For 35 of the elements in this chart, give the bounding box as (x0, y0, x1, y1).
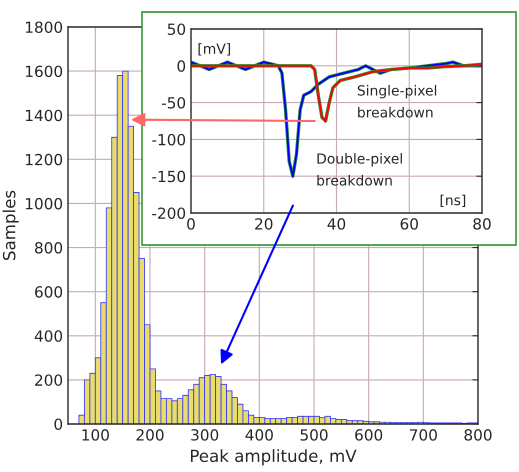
x-tick-label: 20 (255, 218, 272, 230)
y-axis-title: [mV] (198, 43, 230, 56)
x-axis-title: Peak amplitude, mV (190, 449, 357, 466)
y-tick-label: 1000 (26, 198, 62, 210)
y-tick-label: 400 (34, 330, 62, 342)
y-tick-label: -100 (152, 134, 186, 146)
x-tick-label: 400 (246, 429, 273, 441)
y-tick-label: 1200 (26, 154, 62, 166)
x-axis-title: [ns] (440, 194, 466, 207)
y-axis-title: Samples (2, 190, 19, 260)
x-tick-label: 60 (400, 218, 418, 230)
y-tick-label: 0 (54, 418, 62, 430)
y-tick-label: -200 (152, 207, 186, 220)
x-tick-label: 300 (191, 429, 218, 441)
y-tick-label: 1600 (26, 66, 62, 78)
annotation: Single-pixel breakdown (358, 84, 436, 118)
x-tick-label: 800 (464, 429, 492, 441)
y-tick-label: 50 (168, 23, 186, 36)
x-tick-label: 100 (82, 429, 109, 441)
x-tick-label: 0 (187, 218, 195, 230)
y-tick-label: -150 (152, 170, 186, 182)
x-tick-label: 40 (328, 218, 346, 230)
x-tick-label: 80 (473, 218, 491, 230)
annotation: Double-pixel breakdown (317, 153, 402, 186)
x-tick-label: 700 (410, 429, 437, 441)
y-tick-label: 600 (35, 286, 62, 298)
y-tick-label: 0 (177, 60, 186, 72)
y-tick-label: 800 (35, 242, 62, 254)
y-tick-label: 1800 (26, 21, 62, 34)
x-tick-label: 500 (300, 429, 328, 441)
x-tick-label: 200 (136, 429, 164, 441)
y-tick-label: 1400 (26, 110, 62, 122)
x-tick-label: 600 (355, 429, 382, 441)
y-tick-label: -50 (162, 97, 186, 109)
y-tick-label: 200 (35, 374, 62, 386)
